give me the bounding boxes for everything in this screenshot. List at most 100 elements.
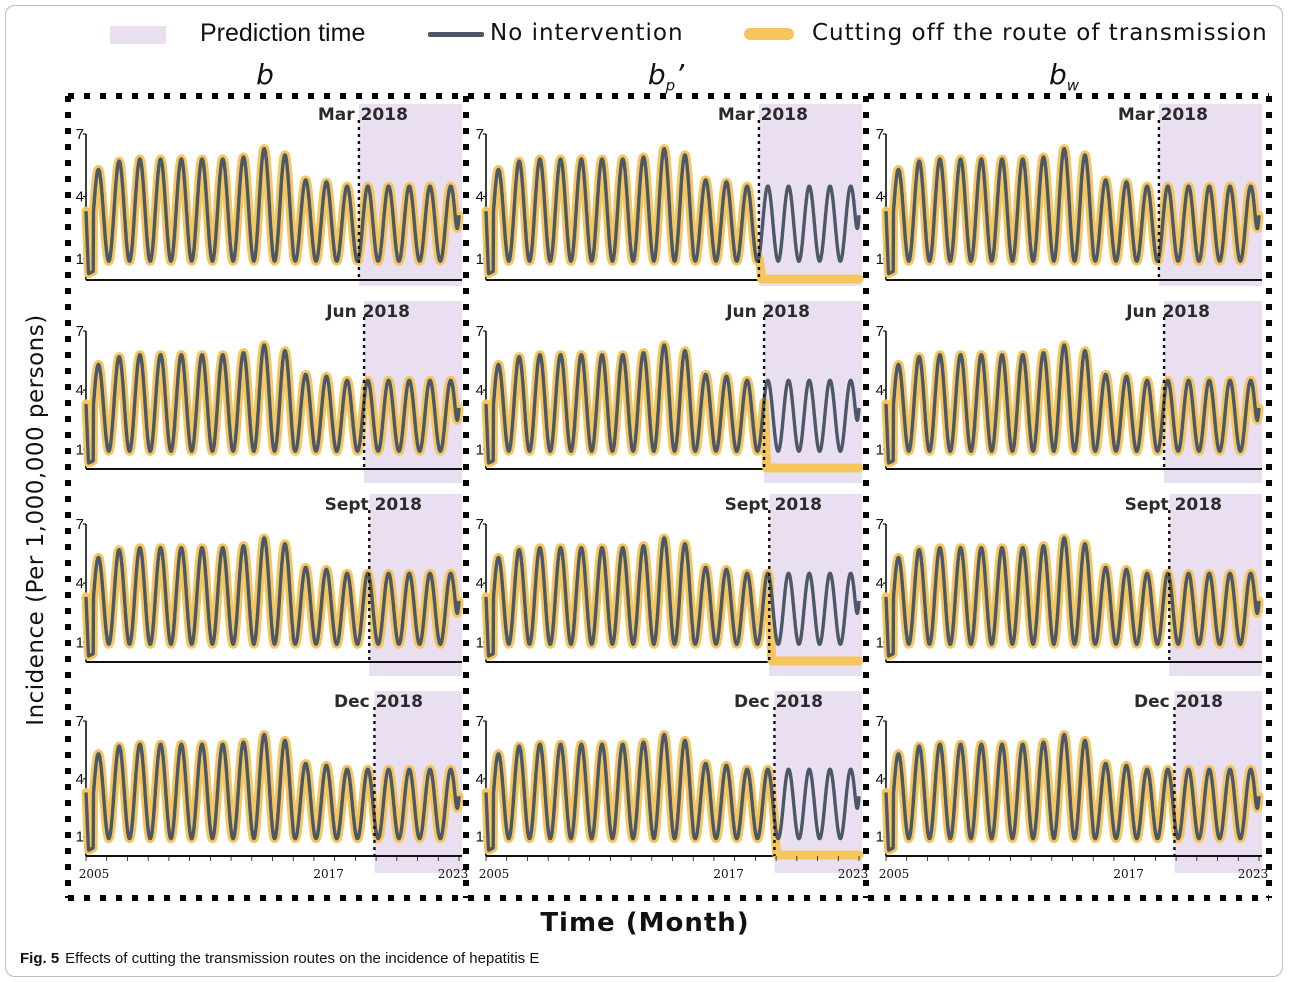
column-heading-bw-sub: w bbox=[1066, 76, 1080, 95]
column-heading-bp-sub: p bbox=[665, 76, 676, 95]
panel-b_w-mar-2018: 1 4 7 Mar 2018 bbox=[876, 104, 1264, 286]
y-tick-label: 1 bbox=[876, 829, 884, 846]
series-no-intervention-line bbox=[884, 536, 1261, 658]
x-tick-label: 2023 bbox=[838, 867, 869, 881]
y-tick-label: 7 bbox=[476, 126, 484, 143]
y-tick-label: 4 bbox=[476, 575, 484, 592]
series-no-intervention-line bbox=[884, 146, 1261, 276]
y-tick-label: 4 bbox=[76, 189, 84, 206]
series-no-intervention-line bbox=[484, 343, 861, 465]
series-no-intervention-line bbox=[884, 343, 1261, 465]
panel-b-dec-2018: 1 4 7 Dec 2018 2017 2023 2005 bbox=[76, 691, 469, 881]
figure-frame bbox=[5, 5, 1283, 977]
x-tick-label: 2017 bbox=[713, 867, 744, 881]
y-tick-label: 4 bbox=[876, 771, 884, 788]
y-tick-label: 1 bbox=[476, 251, 484, 268]
x-tick-label: 2005 bbox=[479, 867, 510, 881]
x-tick-label: 2023 bbox=[1238, 867, 1269, 881]
y-tick-label: 1 bbox=[76, 251, 84, 268]
intervention-date-label: Sept 2018 bbox=[725, 495, 822, 515]
panel-b_w-sept-2018: 1 4 7 Sept 2018 bbox=[876, 494, 1264, 676]
intervention-date-label: Jun 2018 bbox=[325, 302, 410, 322]
panel-b-jun-2018: 1 4 7 Jun 2018 bbox=[76, 301, 464, 483]
y-tick-label: 4 bbox=[476, 382, 484, 399]
y-tick-label: 7 bbox=[76, 516, 84, 533]
y-tick-label: 4 bbox=[876, 575, 884, 592]
series-no-intervention-line bbox=[84, 146, 461, 276]
legend-prediction-label: Prediction time bbox=[200, 19, 366, 47]
series-no-intervention-line bbox=[884, 732, 1261, 852]
intervention-date-label: Mar 2018 bbox=[318, 105, 408, 125]
x-tick-label: 2023 bbox=[438, 867, 469, 881]
caption-fig-number: Fig. 5 bbox=[20, 950, 60, 967]
y-tick-label: 4 bbox=[76, 382, 84, 399]
y-tick-label: 4 bbox=[76, 575, 84, 592]
figure-caption: Fig. 5 Effects of cutting the transmissio… bbox=[20, 950, 539, 967]
intervention-date-label: Dec 2018 bbox=[734, 692, 823, 712]
intervention-date-label: Jun 2018 bbox=[725, 302, 810, 322]
y-tick-label: 4 bbox=[876, 382, 884, 399]
y-tick-label: 7 bbox=[476, 516, 484, 533]
y-tick-label: 4 bbox=[876, 189, 884, 206]
y-tick-label: 7 bbox=[476, 713, 484, 730]
y-tick-label: 7 bbox=[876, 323, 884, 340]
legend: Prediction time No intervention Cutting … bbox=[0, 16, 1290, 52]
y-tick-label: 1 bbox=[76, 829, 84, 846]
series-no-intervention-line bbox=[484, 732, 861, 852]
panel-b-sept-2018: 1 4 7 Sept 2018 bbox=[76, 494, 464, 676]
series-no-intervention-line bbox=[84, 343, 461, 465]
intervention-date-label: Sept 2018 bbox=[325, 495, 422, 515]
y-tick-label: 4 bbox=[76, 771, 84, 788]
y-tick-label: 1 bbox=[476, 829, 484, 846]
panel-b-mar-2018: 1 4 7 Mar 2018 bbox=[76, 104, 464, 286]
y-tick-label: 7 bbox=[876, 126, 884, 143]
x-tick-label: 2017 bbox=[313, 867, 344, 881]
intervention-date-label: Mar 2018 bbox=[718, 105, 808, 125]
panel-b_w-jun-2018: 1 4 7 Jun 2018 bbox=[876, 301, 1264, 483]
series-no-intervention-line bbox=[484, 536, 861, 658]
intervention-date-label: Sept 2018 bbox=[1125, 495, 1222, 515]
intervention-date-label: Dec 2018 bbox=[334, 692, 423, 712]
series-no-intervention-line bbox=[84, 732, 461, 852]
y-tick-label: 4 bbox=[476, 771, 484, 788]
legend-no-intervention-swatch bbox=[428, 32, 484, 37]
panel-b_pp-dec-2018: 1 4 7 Dec 2018 2017 2023 2005 bbox=[476, 691, 869, 881]
y-tick-label: 7 bbox=[76, 323, 84, 340]
column-heading-bp-suffix: ’ bbox=[675, 58, 685, 91]
x-tick-label: 2005 bbox=[79, 867, 110, 881]
column-heading-bw: bw bbox=[964, 58, 1164, 103]
series-cutting-line bbox=[769, 812, 864, 860]
intervention-date-label: Mar 2018 bbox=[1118, 105, 1208, 125]
series-no-intervention-line bbox=[484, 146, 861, 276]
series-no-intervention-line bbox=[84, 536, 461, 658]
x-axis-label: Time (Month) bbox=[540, 908, 750, 938]
y-tick-label: 7 bbox=[876, 713, 884, 730]
panel-b_w-dec-2018: 1 4 7 Dec 2018 2017 2023 2005 bbox=[876, 691, 1269, 881]
legend-no-intervention-label: No intervention bbox=[490, 20, 684, 46]
column-heading-b-symbol: b bbox=[256, 58, 274, 91]
intervention-date-label: Dec 2018 bbox=[1134, 692, 1223, 712]
x-tick-label: 2005 bbox=[879, 867, 910, 881]
y-tick-label: 1 bbox=[476, 634, 484, 651]
caption-text: Effects of cutting the transmission rout… bbox=[65, 950, 540, 967]
panel-b_pp-sept-2018: 1 4 7 Sept 2018 bbox=[476, 494, 864, 676]
column-heading-bp: bp’ bbox=[566, 58, 766, 103]
series-cutting-line bbox=[764, 571, 864, 666]
series-cutting-line bbox=[754, 253, 864, 284]
y-tick-label: 7 bbox=[76, 126, 84, 143]
column-heading-b: b bbox=[165, 58, 365, 92]
series-cutting-line bbox=[759, 397, 864, 473]
y-tick-label: 4 bbox=[476, 189, 484, 206]
y-tick-label: 7 bbox=[876, 516, 884, 533]
y-tick-label: 7 bbox=[76, 713, 84, 730]
y-tick-label: 1 bbox=[876, 441, 884, 458]
y-tick-label: 1 bbox=[76, 441, 84, 458]
y-tick-label: 1 bbox=[876, 634, 884, 651]
legend-prediction-swatch bbox=[110, 26, 166, 44]
y-tick-label: 7 bbox=[476, 323, 484, 340]
legend-cutting-swatch bbox=[744, 28, 794, 40]
y-tick-label: 1 bbox=[476, 441, 484, 458]
panel-b_pp-jun-2018: 1 4 7 Jun 2018 bbox=[476, 301, 864, 483]
y-tick-label: 1 bbox=[76, 634, 84, 651]
